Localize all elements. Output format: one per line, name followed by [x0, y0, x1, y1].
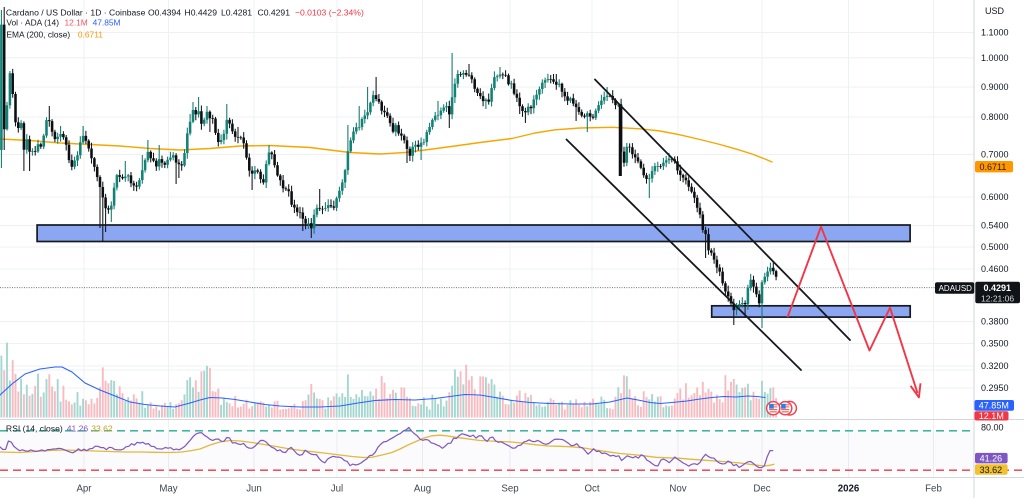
svg-text:Sep: Sep: [501, 484, 518, 495]
svg-text:12:21:06: 12:21:06: [981, 293, 1014, 303]
svg-text:Dec: Dec: [753, 484, 770, 495]
svg-text:May: May: [159, 484, 177, 495]
svg-text:ADAUSD: ADAUSD: [939, 284, 973, 293]
svg-text:0.3200: 0.3200: [981, 361, 1009, 371]
svg-text:Feb: Feb: [925, 484, 942, 495]
svg-text:Oct: Oct: [584, 484, 599, 495]
svg-text:0.4291: 0.4291: [984, 283, 1012, 293]
svg-text:Jul: Jul: [331, 484, 343, 495]
svg-text:0.5400: 0.5400: [981, 221, 1009, 231]
svg-text:2026: 2026: [838, 484, 860, 495]
svg-text:RSI (14, close): RSI (14, close): [6, 423, 63, 433]
svg-text:L0.4281: L0.4281: [221, 7, 252, 17]
svg-text:Aug: Aug: [414, 484, 431, 495]
svg-text:0.5000: 0.5000: [981, 242, 1009, 252]
svg-text:O0.4394: O0.4394: [148, 7, 181, 17]
svg-text:H0.4429: H0.4429: [185, 7, 218, 17]
svg-text:C0.4291: C0.4291: [258, 7, 291, 17]
svg-text:41.26: 41.26: [980, 453, 1003, 463]
svg-text:EMA (200, close): EMA (200, close): [6, 30, 70, 40]
svg-text:0.3500: 0.3500: [981, 339, 1009, 349]
svg-text:47.85M: 47.85M: [93, 17, 121, 27]
svg-text:41.26: 41.26: [67, 423, 89, 433]
svg-text:Cardano / US Dollar · 1D · Coi: Cardano / US Dollar · 1D · Coinbase: [6, 7, 146, 17]
svg-text:0.6000: 0.6000: [981, 192, 1009, 202]
svg-text:33.62: 33.62: [980, 465, 1003, 475]
svg-text:33.62: 33.62: [91, 423, 113, 433]
svg-text:0.4600: 0.4600: [981, 264, 1009, 274]
svg-text:0.6711: 0.6711: [78, 30, 103, 40]
svg-text:0.9000: 0.9000: [981, 82, 1009, 92]
svg-text:0.6711: 0.6711: [980, 162, 1007, 172]
svg-text:−0.0103 (−2.34%): −0.0103 (−2.34%): [295, 7, 364, 17]
svg-text:Apr: Apr: [76, 484, 92, 495]
svg-text:0.3800: 0.3800: [981, 317, 1009, 327]
svg-text:Jun: Jun: [246, 484, 262, 495]
svg-text:12.1M: 12.1M: [979, 411, 1004, 421]
svg-text:0.7000: 0.7000: [981, 150, 1009, 160]
svg-text:USD: USD: [985, 6, 1005, 16]
svg-text:1.1000: 1.1000: [981, 28, 1009, 38]
svg-text:0.2950: 0.2950: [981, 383, 1009, 393]
svg-text:Vol · ADA (14): Vol · ADA (14): [6, 17, 59, 27]
svg-text:80.00: 80.00: [981, 422, 1004, 432]
svg-text:Nov: Nov: [669, 484, 686, 495]
svg-text:12.1M: 12.1M: [65, 17, 88, 27]
svg-text:0.8000: 0.8000: [981, 112, 1009, 122]
svg-text:47.85M: 47.85M: [979, 400, 1009, 410]
svg-text:1.0000: 1.0000: [981, 53, 1009, 63]
